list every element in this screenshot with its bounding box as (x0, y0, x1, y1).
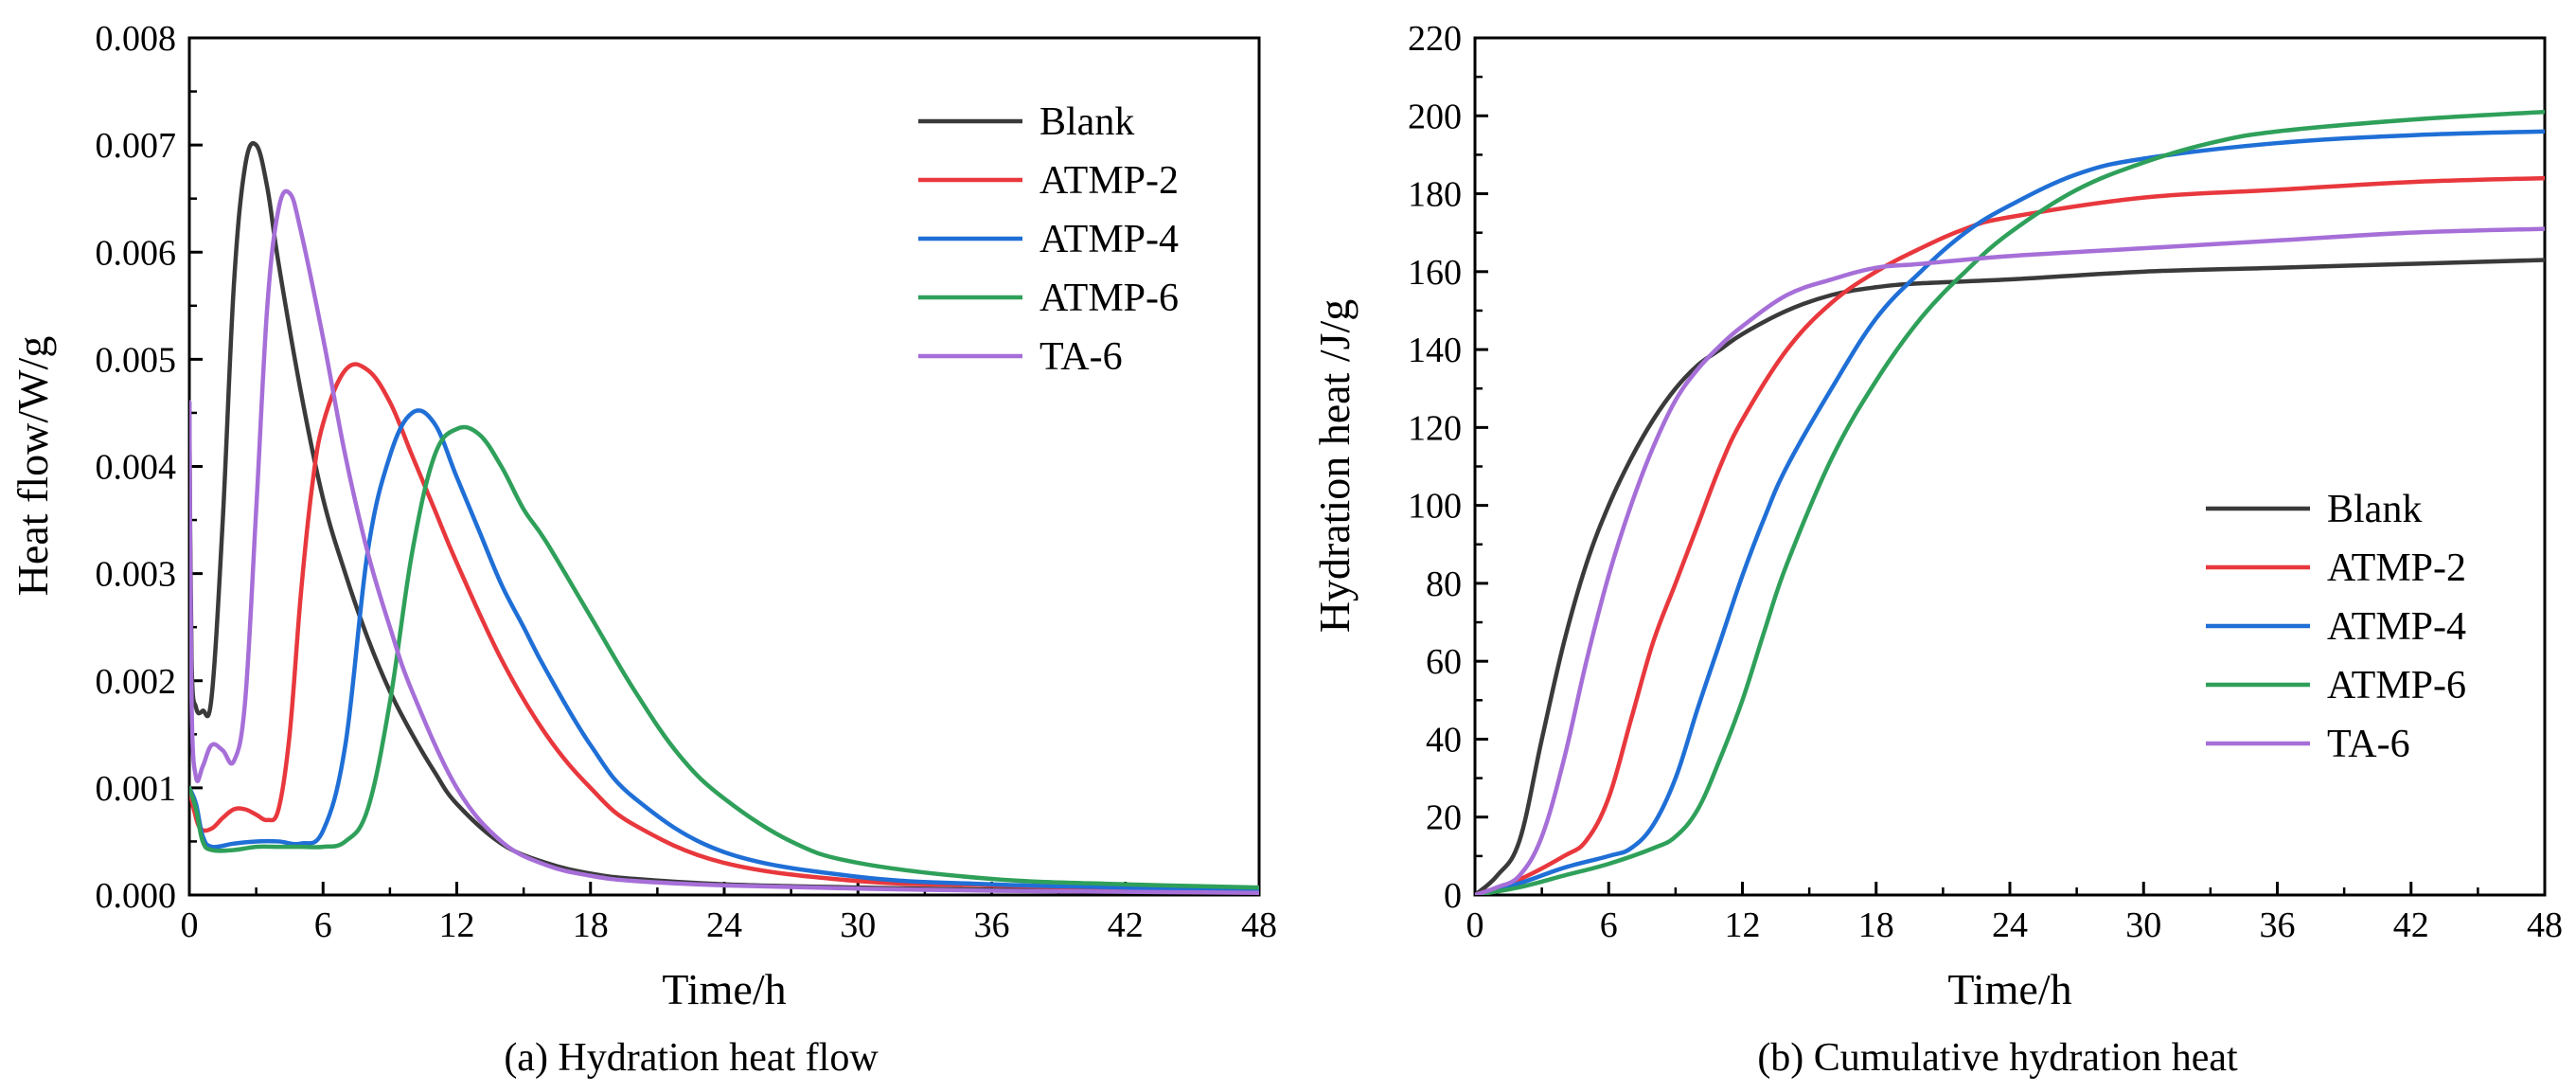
panel-b-y-tick-label: 40 (1426, 720, 1462, 760)
panel-b-legend-label-blank: Blank (2327, 488, 2422, 531)
panel-b-x-tick-label: 6 (1600, 905, 1618, 945)
panel-a-y-tick-label: 0.004 (96, 448, 177, 488)
panel-b-y-tick-label: 120 (1408, 408, 1462, 448)
panel-b-series (1475, 109, 2545, 895)
panel-a-series-line-atmp-2 (189, 362, 1259, 893)
panel-a-x-tick-label: 30 (840, 905, 876, 945)
panel-a-series-line-atmp-4 (189, 408, 1259, 892)
panel-a-x-tick-label: 24 (706, 905, 742, 945)
panel-a-x-tick-label: 42 (1108, 905, 1144, 945)
panel-b-plot-frame (1473, 36, 2547, 897)
panel-a-y-axis-title: Heat flow/W/g (9, 336, 57, 597)
panel-b-cumulative-heat-chart: 0 6 12 18 24 30 36 42 48 0 20 40 60 80 100 120 140 160 180… (1310, 19, 2563, 1080)
panel-b-x-axis-title: Time/h (1947, 965, 2071, 1013)
panel-a-x-tick-label: 12 (439, 905, 475, 945)
panel-a-y-tick-label: 0.005 (96, 340, 177, 380)
panel-a-ticks: 0 6 12 18 24 30 36 42 48 0.000 0.001 0.002 0.003 0.00… (96, 19, 1278, 945)
panel-a-legend: Blank ATMP-2 ATMP-4 ATMP-6 TA-6 (918, 100, 1179, 379)
panel-a-legend-label-blank: Blank (1039, 100, 1134, 144)
panel-b-legend-label-atmp-2: ATMP-2 (2327, 546, 2466, 590)
panel-b-y-tick-label: 200 (1408, 97, 1462, 136)
panel-a-x-tick-label: 48 (1241, 905, 1277, 945)
panel-b-x-tick-label: 18 (1858, 905, 1894, 945)
panel-a-legend-label-atmp-6: ATMP-6 (1039, 277, 1179, 320)
panel-b-y-tick-label: 160 (1408, 253, 1462, 293)
panel-a-series (189, 141, 1259, 895)
panel-b-y-tick-label: 220 (1408, 19, 1462, 59)
panel-a-x-axis-title: Time/h (662, 965, 786, 1013)
panel-b-x-tick-label: 12 (1725, 905, 1761, 945)
panel-b-series-line-blank (1475, 258, 2545, 895)
panel-a-caption: (a) Hydration heat flow (504, 1036, 879, 1080)
panel-b-y-tick-label: 20 (1426, 798, 1462, 838)
panel-b-y-tick-label: 60 (1426, 642, 1462, 682)
panel-a-legend-label-atmp-2: ATMP-2 (1039, 159, 1179, 203)
panel-b-x-tick-label: 48 (2527, 905, 2563, 945)
panel-b-legend-label-ta-6: TA-6 (2327, 723, 2410, 766)
panel-a-y-tick-label: 0.006 (96, 233, 177, 273)
panel-b-ticks: 0 6 12 18 24 30 36 42 48 0 20 40 60 80 100 120 140 160 180… (1408, 19, 2563, 945)
panel-b-legend-label-atmp-6: ATMP-6 (2327, 664, 2466, 707)
panel-b-x-tick-label: 30 (2125, 905, 2161, 945)
panel-b-legend-label-atmp-4: ATMP-4 (2327, 605, 2466, 649)
panel-b-series-line-atmp-6 (1475, 109, 2545, 895)
panel-a-y-tick-label: 0.003 (96, 555, 177, 595)
panel-a-legend-label-atmp-4: ATMP-4 (1039, 218, 1179, 261)
panel-b-y-tick-label: 140 (1408, 331, 1462, 370)
panel-a-y-tick-label: 0.002 (96, 662, 177, 702)
panel-b-x-tick-label: 0 (1466, 905, 1484, 945)
panel-a-x-tick-label: 6 (314, 905, 332, 945)
panel-b-y-tick-label: 180 (1408, 175, 1462, 215)
panel-b-x-tick-label: 36 (2260, 905, 2296, 945)
panel-b-caption: (b) Cumulative hydration heat (1757, 1036, 2238, 1080)
panel-b-y-tick-label: 80 (1426, 564, 1462, 604)
panel-a-x-tick-label: 18 (573, 905, 609, 945)
panel-b-series-line-atmp-2 (1475, 175, 2545, 895)
panel-b-y-axis-title: Hydration heat /J/g (1310, 299, 1359, 634)
panel-a-y-tick-label: 0.001 (96, 769, 177, 809)
panel-b-y-tick-label: 100 (1408, 487, 1462, 527)
panel-a-y-tick-label: 0.007 (96, 126, 177, 166)
panel-a-series-line-atmp-6 (189, 424, 1259, 890)
panel-b-legend: Blank ATMP-2 ATMP-4 ATMP-6 TA-6 (2206, 488, 2466, 766)
panel-b-series-line-ta-6 (1475, 226, 2545, 895)
panel-a-y-tick-label: 0.008 (96, 19, 177, 59)
panel-a-y-tick-label: 0.000 (96, 876, 177, 916)
panel-a-heat-flow-chart: 0 6 12 18 24 30 36 42 48 0.000 0.001 0.002 0.003 0.00… (9, 19, 1277, 1080)
panel-b-x-tick-label: 42 (2393, 905, 2429, 945)
panel-b-x-tick-label: 24 (1992, 905, 2028, 945)
panel-a-x-tick-label: 0 (181, 905, 199, 945)
panel-b-y-tick-label: 0 (1444, 876, 1462, 916)
panel-a-x-tick-label: 36 (974, 905, 1010, 945)
panel-a-legend-label-ta-6: TA-6 (1039, 335, 1123, 379)
panel-a-series-line-ta-6 (189, 188, 1259, 895)
